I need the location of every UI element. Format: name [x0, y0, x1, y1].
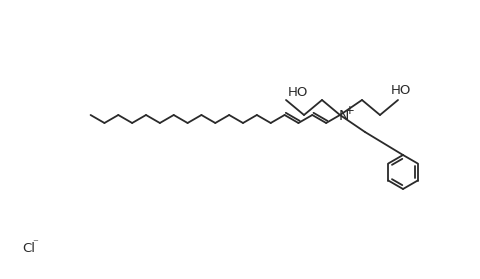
Text: HO: HO	[391, 83, 411, 97]
Text: +: +	[345, 105, 355, 117]
Text: ⁻: ⁻	[32, 238, 38, 248]
Text: Cl: Cl	[22, 242, 35, 254]
Text: HO: HO	[288, 85, 308, 98]
Text: N: N	[339, 109, 349, 123]
